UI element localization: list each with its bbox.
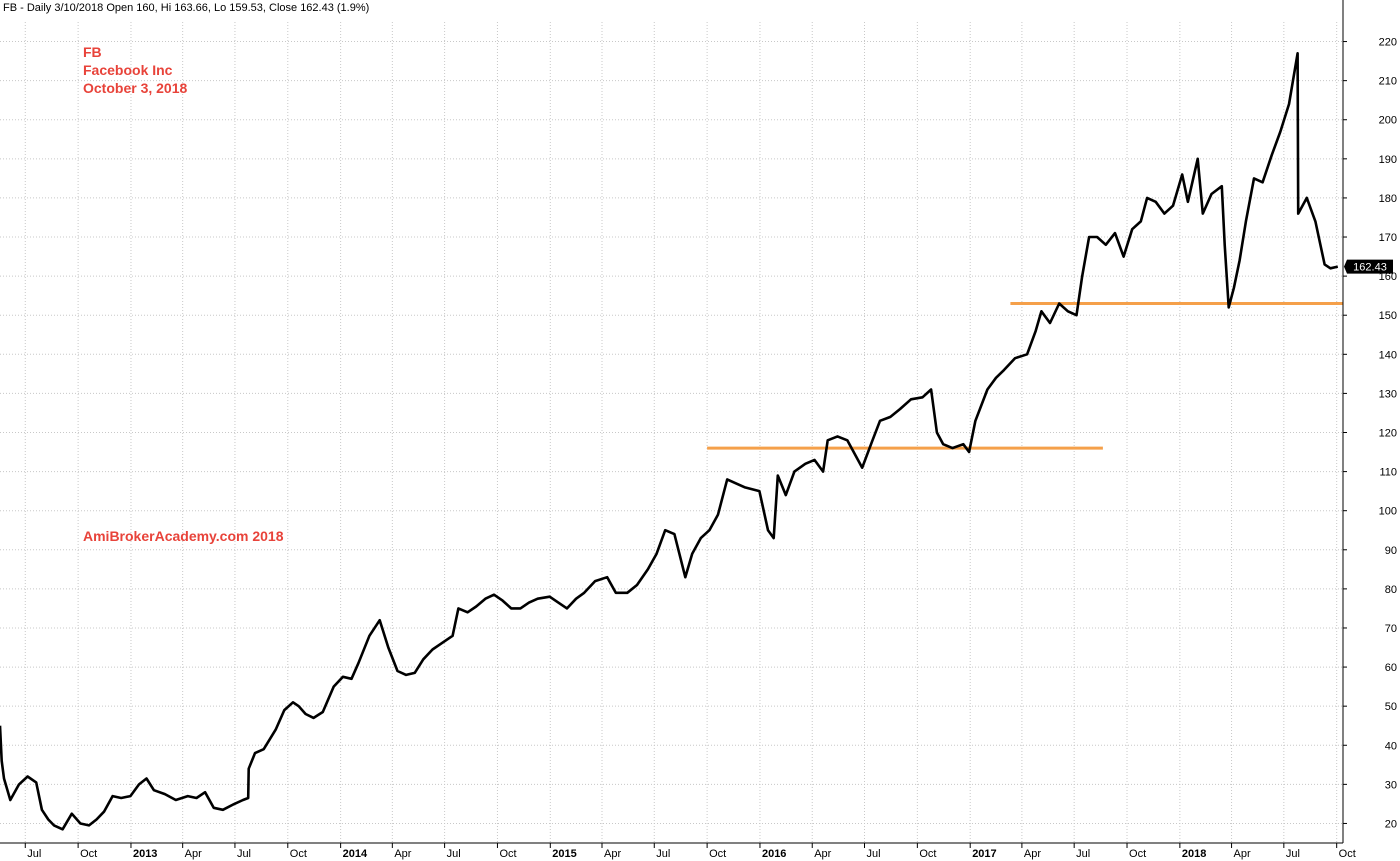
x-tick-label: Oct <box>709 848 726 860</box>
y-tick-label: 20 <box>1385 818 1397 830</box>
x-tick-label: 2017 <box>972 848 996 860</box>
x-tick-label: Oct <box>1339 848 1356 860</box>
support-lines <box>707 301 1343 450</box>
chart-header: FB - Daily 3/10/2018 Open 160, Hi 163.66… <box>3 2 369 14</box>
y-tick-label: 210 <box>1379 76 1397 88</box>
y-tick-label: 190 <box>1379 154 1397 166</box>
x-tick-label: 2016 <box>762 848 786 860</box>
grid <box>0 22 1343 843</box>
annotation-watermark: AmiBrokerAcademy.com 2018 <box>83 528 284 544</box>
x-tick-label: Jul <box>1286 848 1300 860</box>
x-tick-label: Jul <box>1076 848 1090 860</box>
x-tick-label: Jul <box>27 848 41 860</box>
x-tick-label: Oct <box>919 848 936 860</box>
y-tick-label: 140 <box>1379 349 1397 361</box>
y-tick-label: 130 <box>1379 388 1397 400</box>
last-value-tag: 162.43 <box>1344 259 1393 274</box>
last-value-label: 162.43 <box>1353 262 1387 274</box>
price-line <box>0 51 1339 831</box>
y-tick-label: 100 <box>1379 506 1397 518</box>
y-tick-label: 80 <box>1385 584 1397 596</box>
x-tick-label: Jul <box>867 848 881 860</box>
y-tick-label: 160 <box>1379 271 1397 283</box>
x-tick-label: Oct <box>80 848 97 860</box>
x-tick-label: Oct <box>290 848 307 860</box>
x-tick-label: Apr <box>814 848 831 860</box>
x-tick-label: 2018 <box>1182 848 1206 860</box>
y-tick-label: 200 <box>1379 115 1397 127</box>
x-tick-label: 2014 <box>343 848 368 860</box>
x-tick-label: Apr <box>604 848 621 860</box>
x-tick-label: Apr <box>394 848 411 860</box>
annotation-ticker: FB <box>83 44 102 60</box>
x-tick-label: 2013 <box>133 848 157 860</box>
y-tick-label: 110 <box>1379 467 1397 479</box>
last-value-tag-background <box>1344 259 1393 274</box>
y-tick-label: 180 <box>1379 193 1397 205</box>
x-tick-label: Jul <box>447 848 461 860</box>
y-tick-label: 60 <box>1385 662 1397 674</box>
x-tick-label: Apr <box>1024 848 1041 860</box>
y-tick-label: 70 <box>1385 623 1397 635</box>
price-series <box>0 51 1339 831</box>
y-tick-label: 150 <box>1379 310 1397 322</box>
y-tick-label: 40 <box>1385 740 1397 752</box>
x-tick-label: Jul <box>656 848 670 860</box>
y-tick-label: 90 <box>1385 545 1397 557</box>
annotation-company: Facebook Inc <box>83 62 173 78</box>
y-tick-label: 30 <box>1385 779 1397 791</box>
x-tick-label: Oct <box>1129 848 1146 860</box>
x-tick-label: Apr <box>185 848 202 860</box>
y-axis: 20 30 40 50 60 70 80 90 100 110 120 130 140 150 160 170… <box>1342 0 1397 843</box>
annotation-date: October 3, 2018 <box>83 80 187 96</box>
x-tick-label: Jul <box>237 848 251 860</box>
x-axis: Jul Oct 2013 Apr Jul Oct 2014 Apr Jul Oct 2015 Apr J… <box>0 842 1356 860</box>
y-tick-label: 120 <box>1379 428 1397 440</box>
y-tick-label: 220 <box>1379 37 1397 49</box>
x-tick-label: Apr <box>1234 848 1251 860</box>
y-tick-label: 170 <box>1379 232 1397 244</box>
x-tick-label: Oct <box>499 848 516 860</box>
y-tick-label: 50 <box>1385 701 1397 713</box>
x-tick-label: 2015 <box>552 848 576 860</box>
